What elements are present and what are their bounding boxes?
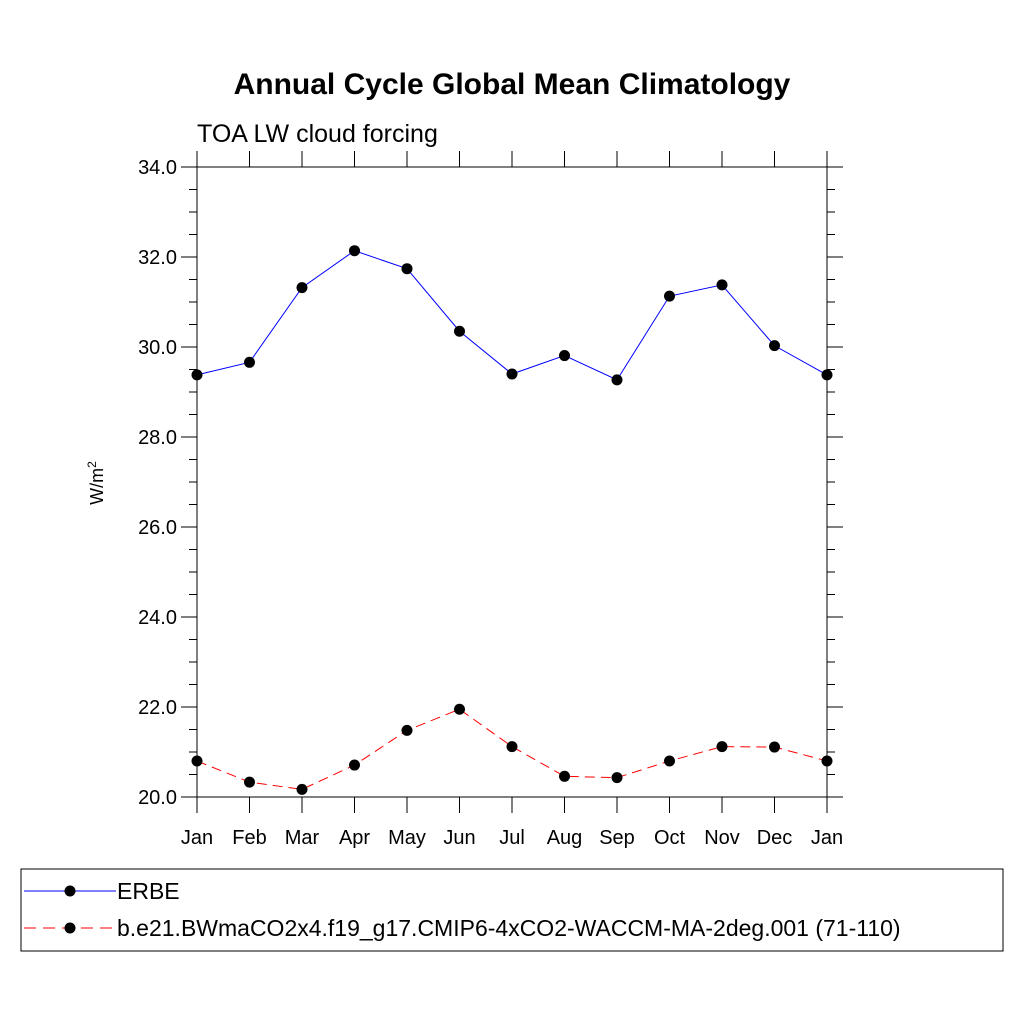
x-tick-label: Jan [811, 827, 843, 849]
y-tick-label: 34.0 [138, 157, 177, 179]
data-point [296, 783, 308, 795]
y-tick-label: 28.0 [138, 427, 177, 449]
y-tick-label: 32.0 [138, 247, 177, 269]
data-point [716, 279, 728, 291]
axes [181, 151, 843, 813]
y-axis-label-superscript: 2 [85, 461, 99, 468]
data-point [244, 356, 255, 368]
x-tick-label: Sep [599, 827, 635, 849]
x-tick-label: Dec [757, 827, 793, 849]
data-point [191, 369, 203, 381]
legend: ERBE b.e21.BWmaCO2x4.f19_g17.CMIP6-4xCO2-… [24, 878, 901, 941]
data-point [349, 245, 360, 257]
data-point [769, 340, 780, 352]
y-axis-label-group: W/m2 [85, 461, 107, 505]
x-tick-label: Jun [443, 827, 475, 849]
data-point [664, 755, 675, 767]
data-point [296, 282, 308, 294]
x-tick-label: May [388, 827, 426, 849]
legend-item: ERBE [24, 878, 180, 904]
series-model [191, 703, 833, 795]
legend-marker [64, 922, 76, 934]
data-point [349, 759, 360, 771]
x-tick-label: Feb [232, 827, 266, 849]
plot-frame [196, 166, 828, 798]
data-point [821, 369, 833, 381]
x-tick-label: Apr [339, 827, 370, 849]
data-point [506, 368, 518, 380]
data-point [611, 772, 623, 784]
data-point [454, 325, 465, 337]
x-tick-label: Nov [704, 827, 740, 849]
data-point [611, 374, 623, 386]
y-axis-label-text: W/m [87, 468, 107, 505]
legend-box [20, 868, 1004, 952]
y-tick-label: 20.0 [138, 787, 177, 809]
data-point [401, 724, 413, 736]
y-axis-label: W/m2 [85, 461, 107, 505]
legend-label: ERBE [117, 878, 180, 904]
data-point [244, 776, 255, 788]
y-tick-label: 26.0 [138, 517, 177, 539]
data-point [664, 290, 675, 302]
chart-subtitle: TOA LW cloud forcing [197, 120, 438, 148]
y-tick-label: 30.0 [138, 337, 177, 359]
data-point [716, 741, 728, 753]
data-point [769, 741, 780, 753]
data-point [821, 755, 833, 767]
y-tick-labels: 20.0 22.0 24.0 26.0 28.0 30.0 32.0 34.0 [138, 157, 177, 809]
data-point [559, 770, 570, 782]
legend-marker [64, 885, 76, 897]
x-tick-label: Jan [181, 827, 213, 849]
chart-title: Annual Cycle Global Mean Climatology [234, 68, 791, 101]
legend-item: b.e21.BWmaCO2x4.f19_g17.CMIP6-4xCO2-WACC… [24, 915, 901, 941]
series-erbe [191, 245, 833, 386]
y-tick-label: 24.0 [138, 607, 177, 629]
series-line [196, 250, 828, 381]
y-tick-label: 22.0 [138, 697, 177, 719]
legend-label: b.e21.BWmaCO2x4.f19_g17.CMIP6-4xCO2-WACC… [117, 915, 901, 941]
x-tick-label: Mar [285, 827, 320, 849]
x-tick-labels: Jan Feb Mar Apr May Jun Jul Aug Sep Oct Nov Dec Jan [181, 827, 843, 849]
data-point [401, 263, 413, 275]
series-group [191, 245, 833, 795]
x-tick-label: Jul [499, 827, 525, 849]
data-point [506, 741, 518, 753]
x-tick-label: Aug [547, 827, 583, 849]
data-point [559, 350, 570, 362]
data-point [191, 755, 203, 767]
x-tick-label: Oct [654, 827, 686, 849]
data-point [454, 703, 465, 715]
